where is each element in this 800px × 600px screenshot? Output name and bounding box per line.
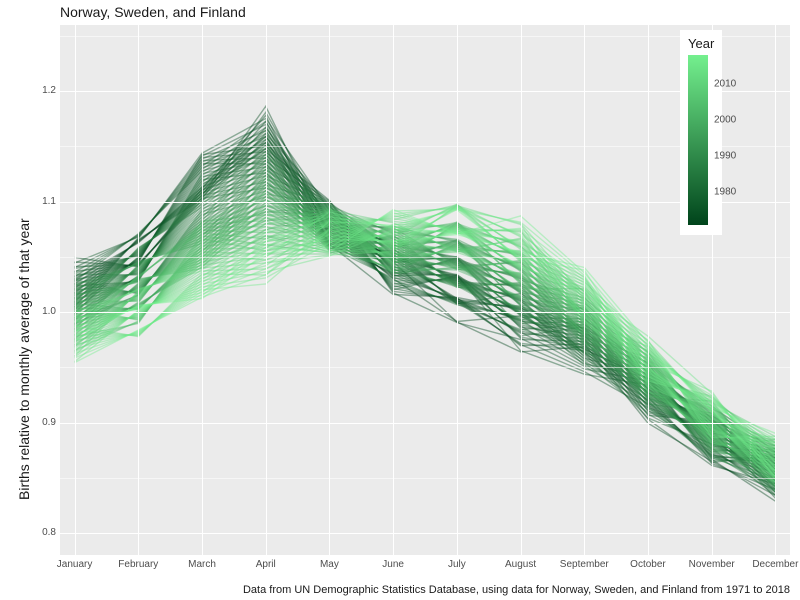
grid-line-x: [584, 25, 585, 555]
y-tick-label: 1.1: [30, 196, 56, 207]
legend-tick-label: 2000: [714, 115, 736, 126]
grid-line-major: [60, 423, 790, 424]
x-tick-label: May: [320, 559, 339, 570]
legend-title: Year: [688, 36, 714, 51]
y-tick-label: 1.2: [30, 85, 56, 96]
grid-line-x: [457, 25, 458, 555]
grid-line-minor: [60, 257, 790, 258]
legend-tick-label: 1980: [714, 187, 736, 198]
x-tick-label: January: [57, 559, 93, 570]
x-tick-label: June: [382, 559, 404, 570]
grid-line-x: [329, 25, 330, 555]
x-tick-label: April: [256, 559, 276, 570]
grid-line-x: [138, 25, 139, 555]
grid-line-major: [60, 312, 790, 313]
legend-tick-label: 1990: [714, 151, 736, 162]
legend-tick-label: 2010: [714, 78, 736, 89]
grid-line-x: [648, 25, 649, 555]
grid-line-x: [202, 25, 203, 555]
chart-container: Norway, Sweden, and Finland Births relat…: [0, 0, 800, 600]
y-tick-label: 0.8: [30, 527, 56, 538]
grid-line-x: [521, 25, 522, 555]
legend-gradient-bar: [688, 55, 708, 225]
grid-line-x: [266, 25, 267, 555]
grid-line-minor: [60, 478, 790, 479]
x-tick-label: October: [630, 559, 666, 570]
grid-line-x: [393, 25, 394, 555]
chart-title: Norway, Sweden, and Finland: [60, 4, 246, 20]
chart-caption: Data from UN Demographic Statistics Data…: [60, 584, 790, 596]
grid-line-x: [775, 25, 776, 555]
y-tick-label: 0.9: [30, 417, 56, 428]
x-tick-label: December: [752, 559, 798, 570]
grid-line-x: [75, 25, 76, 555]
x-tick-label: September: [560, 559, 609, 570]
y-tick-label: 1.0: [30, 306, 56, 317]
x-tick-label: November: [689, 559, 735, 570]
grid-line-minor: [60, 367, 790, 368]
x-tick-label: March: [188, 559, 216, 570]
x-tick-label: August: [505, 559, 536, 570]
grid-line-major: [60, 533, 790, 534]
legend-gradient-wrap: 1980199020002010: [688, 55, 714, 225]
color-legend: Year 1980199020002010: [680, 30, 722, 235]
y-axis-label: Births relative to monthly average of th…: [16, 218, 32, 500]
x-tick-label: February: [118, 559, 158, 570]
x-tick-label: July: [448, 559, 466, 570]
